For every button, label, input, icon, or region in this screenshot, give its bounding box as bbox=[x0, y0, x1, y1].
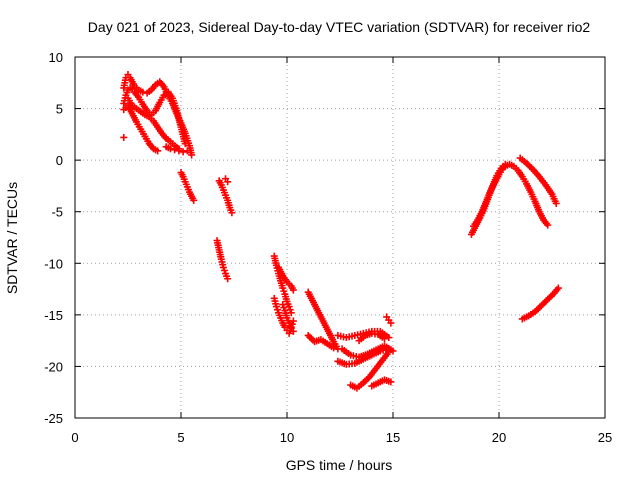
chart-title: Day 021 of 2023, Sidereal Day-to-day VTE… bbox=[88, 19, 591, 35]
y-tick-label: -15 bbox=[44, 308, 63, 323]
series-arc-27 bbox=[516, 154, 560, 207]
data-point bbox=[190, 196, 198, 204]
data-point bbox=[389, 347, 397, 355]
series-arc-25 bbox=[470, 163, 507, 230]
series-arc-23 bbox=[383, 313, 395, 327]
data-point bbox=[552, 199, 560, 207]
data-point bbox=[330, 344, 338, 352]
series-arc-7 bbox=[120, 133, 128, 141]
y-axis-title: SDTVAR / TECUs bbox=[4, 182, 20, 294]
data-point bbox=[385, 348, 393, 356]
data-point bbox=[554, 284, 562, 292]
data-point bbox=[166, 145, 174, 153]
data-point bbox=[181, 140, 189, 148]
data-point bbox=[228, 209, 236, 217]
y-tick-label: -10 bbox=[44, 256, 63, 271]
series-arc-4 bbox=[124, 94, 183, 153]
series-arc-15 bbox=[304, 288, 342, 353]
series-arc-5 bbox=[162, 143, 191, 156]
data-point bbox=[544, 221, 552, 229]
series-arc-8 bbox=[215, 177, 236, 217]
data-point bbox=[289, 327, 297, 335]
grid-lines bbox=[75, 57, 605, 418]
x-tick-label: 5 bbox=[177, 430, 184, 445]
data-marks bbox=[120, 71, 562, 392]
series-arc-13 bbox=[275, 263, 297, 294]
data-point bbox=[175, 147, 183, 155]
series-arc-2 bbox=[120, 84, 189, 148]
data-point bbox=[154, 147, 162, 155]
series-arc-6 bbox=[177, 169, 198, 204]
y-tick-label: -25 bbox=[44, 411, 63, 426]
x-tick-label: 25 bbox=[598, 430, 612, 445]
x-tick-label: 0 bbox=[71, 430, 78, 445]
series-arc-21 bbox=[368, 376, 395, 390]
series-arc-20 bbox=[347, 348, 393, 392]
y-tick-label: -20 bbox=[44, 359, 63, 374]
data-point bbox=[120, 133, 128, 141]
y-tick-label: -5 bbox=[51, 205, 63, 220]
x-tick-label: 15 bbox=[386, 430, 400, 445]
data-point bbox=[183, 147, 191, 155]
y-tick-label: 10 bbox=[49, 50, 63, 65]
series-arc-10 bbox=[213, 237, 232, 283]
series-arc-14 bbox=[279, 301, 297, 335]
data-point bbox=[289, 286, 297, 294]
data-point bbox=[224, 275, 232, 283]
data-point bbox=[139, 88, 147, 96]
series-arc-26 bbox=[501, 160, 552, 229]
series-arc-3 bbox=[120, 101, 162, 155]
data-point bbox=[224, 178, 232, 186]
y-tick-label: 5 bbox=[56, 102, 63, 117]
series-arc-9 bbox=[222, 175, 232, 186]
data-point bbox=[171, 146, 179, 154]
data-point bbox=[188, 151, 196, 159]
series-arc-19 bbox=[338, 342, 397, 361]
x-tick-label: 10 bbox=[280, 430, 294, 445]
data-point bbox=[387, 319, 395, 327]
axis-ticks bbox=[74, 56, 606, 419]
plot-frame bbox=[74, 56, 606, 419]
y-tick-label: 0 bbox=[56, 153, 63, 168]
data-point bbox=[385, 334, 393, 342]
series-arc-22 bbox=[355, 329, 389, 345]
data-point bbox=[381, 335, 389, 343]
series-arc-16 bbox=[304, 331, 338, 352]
y-tick-labels: -25 -20 -15 -10 -5 0 5 10 bbox=[44, 50, 63, 426]
data-point bbox=[387, 378, 395, 386]
x-tick-labels: 0 5 10 15 20 25 bbox=[71, 430, 612, 445]
data-point bbox=[179, 148, 187, 156]
series-arc-28 bbox=[518, 284, 562, 323]
x-tick-label: 20 bbox=[492, 430, 506, 445]
x-axis-title: GPS time / hours bbox=[286, 457, 393, 473]
